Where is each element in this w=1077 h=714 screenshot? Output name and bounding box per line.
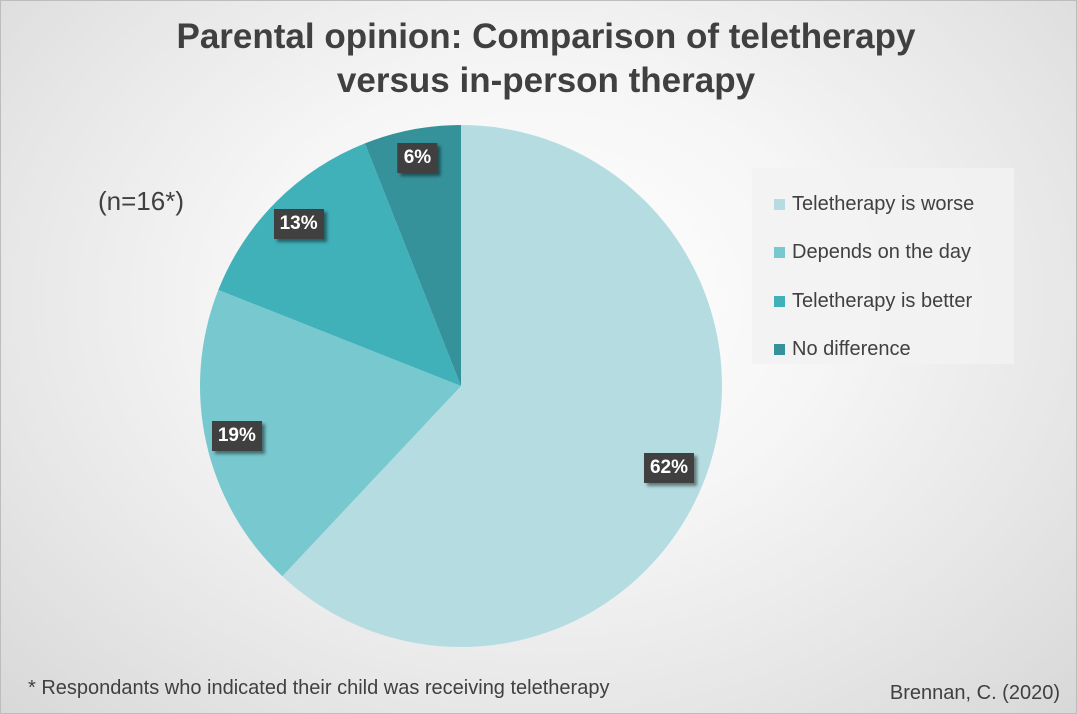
pie-slice-teletherapy-worse bbox=[282, 125, 722, 647]
legend-item-no-difference: No difference bbox=[774, 326, 1014, 375]
data-label-no-difference: 6% bbox=[397, 142, 438, 173]
chart-title: Parental opinion: Comparison of telether… bbox=[1, 15, 1076, 103]
legend-label: Teletherapy is worse bbox=[792, 192, 975, 215]
legend-label: Teletherapy is better bbox=[792, 289, 973, 312]
sample-size-note: (n=16*) bbox=[98, 186, 184, 216]
pie-slice-depends-on-day bbox=[199, 289, 461, 577]
data-label-teletherapy-better: 13% bbox=[273, 208, 324, 239]
chart-title-line-1: Parental opinion: Comparison of telether… bbox=[176, 17, 916, 56]
legend-swatch-teletherapy-worse bbox=[774, 198, 785, 210]
data-label-depends-on-day: 19% bbox=[211, 421, 262, 452]
chart-title-line-2: versus in-person therapy bbox=[336, 61, 756, 100]
pie-slice-no-difference bbox=[364, 125, 461, 386]
legend-item-teletherapy-worse: Teletherapy is worse bbox=[774, 180, 1014, 229]
legend-label: Depends on the day bbox=[792, 241, 972, 264]
data-label-teletherapy-worse: 62% bbox=[643, 453, 694, 484]
legend-swatch-no-difference bbox=[774, 344, 785, 356]
legend-swatch-teletherapy-better bbox=[774, 295, 785, 307]
legend-swatch-depends-on-day bbox=[774, 247, 785, 259]
source-credit: Brennan, C. (2020) bbox=[889, 682, 1060, 704]
legend-label: No difference bbox=[792, 338, 911, 361]
legend: Teletherapy is worse Depends on the day … bbox=[752, 168, 1014, 364]
footnote: * Respondants who indicated their child … bbox=[28, 677, 610, 699]
legend-item-teletherapy-better: Teletherapy is better bbox=[774, 277, 1014, 326]
legend-item-depends-on-day: Depends on the day bbox=[774, 229, 1014, 278]
pie-slice-teletherapy-better bbox=[218, 143, 461, 386]
